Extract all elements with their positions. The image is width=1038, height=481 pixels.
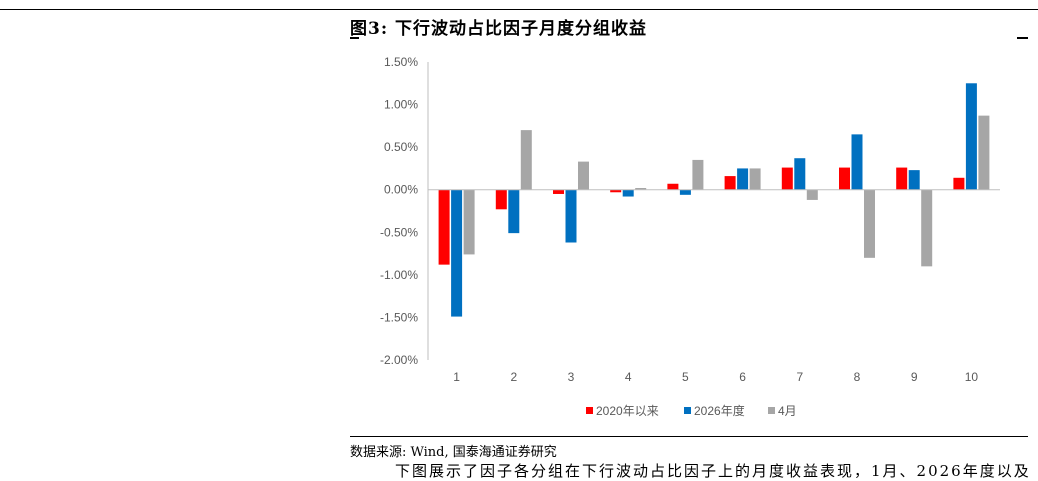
chart-legend: 2020年以来 2026年度 4月 (586, 403, 797, 418)
bar (908, 170, 920, 190)
x-tick-label: 1 (453, 370, 460, 384)
title-left-mark (350, 37, 359, 39)
bar (635, 188, 647, 190)
bar (565, 189, 577, 243)
bar (794, 158, 806, 190)
legend-label: 2026年度 (694, 403, 745, 418)
legend-swatch (586, 407, 593, 414)
bar-chart: 1.50% 1.00% 0.50% 0.00% -0.50% -1.00% -1.50% -2… (380, 55, 1000, 418)
bar (463, 189, 475, 255)
bar (864, 189, 875, 258)
bar (806, 189, 818, 200)
x-tick-label: 4 (625, 370, 632, 384)
chart-bars (438, 83, 990, 317)
bar (622, 189, 634, 197)
bar (921, 189, 933, 267)
bar (578, 161, 589, 190)
bar (553, 189, 564, 194)
bar (896, 167, 908, 190)
legend-label: 2020年以来 (596, 404, 659, 418)
x-tick-label: 10 (965, 370, 979, 384)
legend-label: 4月 (778, 404, 797, 418)
y-tick-label: -1.00% (380, 268, 418, 282)
x-axis-ticks: 1 2 3 4 5 6 7 8 9 10 (453, 370, 978, 384)
bar (978, 115, 990, 190)
y-tick-label: 1.50% (384, 55, 418, 69)
bar (781, 167, 793, 190)
y-tick-label: -0.50% (380, 225, 418, 239)
x-tick-label: 2 (510, 370, 517, 384)
y-tick-label: 0.50% (384, 140, 418, 154)
x-tick-label: 9 (911, 370, 918, 384)
y-tick-label: 1.00% (384, 98, 418, 112)
x-tick-label: 8 (854, 370, 861, 384)
title-right-mark (1017, 37, 1028, 39)
x-tick-label: 5 (682, 370, 689, 384)
bar (520, 130, 532, 190)
bar (667, 183, 679, 190)
bar (610, 189, 622, 193)
bar (679, 189, 691, 195)
bar (965, 83, 977, 190)
x-tick-label: 7 (796, 370, 803, 384)
y-tick-label: -2.00% (380, 353, 418, 367)
legend-swatch (768, 407, 775, 414)
bar (724, 176, 736, 190)
legend-swatch (684, 407, 691, 414)
bar (438, 189, 450, 265)
x-tick-label: 6 (739, 370, 746, 384)
body-text: 下图展示了因子各分组在下行波动占比因子上的月度收益表现，1月、2026年度以及 (395, 462, 1031, 480)
figure-title: 图3: 下行波动占比因子月度分组收益 (350, 19, 648, 39)
bar (495, 189, 507, 210)
page-top-rule (0, 9, 1038, 10)
bar (692, 159, 704, 190)
bar (508, 189, 520, 234)
bar (953, 177, 965, 190)
bar (851, 134, 863, 190)
bar (737, 168, 749, 190)
bar (749, 168, 761, 190)
bar (839, 167, 850, 190)
bar (451, 189, 463, 317)
x-tick-label: 3 (568, 370, 575, 384)
y-axis-ticks: 1.50% 1.00% 0.50% 0.00% -0.50% -1.00% -1.50% -2… (380, 55, 418, 367)
y-tick-label: 0.00% (384, 183, 418, 197)
source-rule (350, 436, 1028, 437)
source-note: 数据来源: Wind, 国泰海通证券研究 (350, 445, 557, 460)
y-tick-label: -1.50% (380, 310, 418, 324)
